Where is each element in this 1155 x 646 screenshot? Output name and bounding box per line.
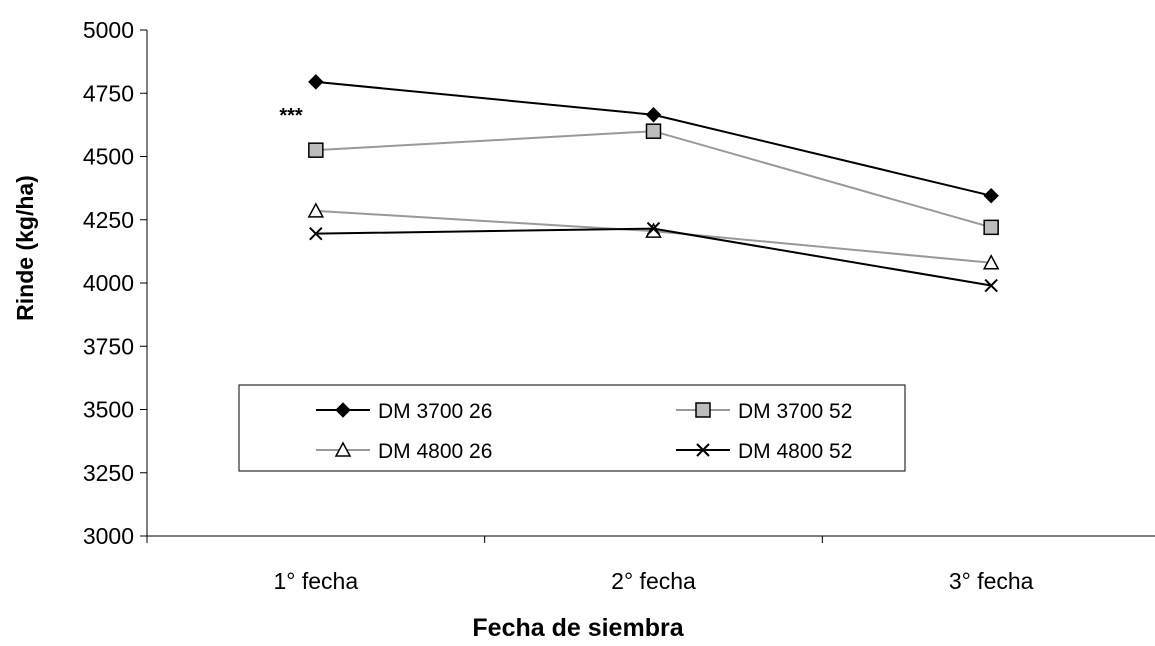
series-dm-3700-26 [308,74,999,204]
x-axis-title: Fecha de siembra [472,614,684,641]
data-point [982,254,1000,270]
data-point [307,202,325,218]
data-point [309,226,323,241]
y-tick-label: 3750 [83,333,134,359]
data-point [308,142,324,158]
series-line [315,130,992,229]
series-dm-4800-52 [309,221,998,293]
legend-entry: DM 3700 26 [316,400,492,423]
y-tick-label: 5000 [83,17,134,43]
marker-stroke [984,278,998,293]
marker-stroke [696,443,710,457]
legend-marker [335,402,351,418]
legend-marker [695,402,711,418]
data-point [645,222,662,238]
legend-marker [334,441,352,457]
y-tick-label: 3500 [83,397,134,423]
series-layer [307,74,1000,293]
data-point [308,74,324,90]
legend-entry: DM 4800 26 [316,440,492,463]
legend-label: DM 4800 26 [378,440,492,463]
marker-stroke [646,221,661,236]
y-tick-label: 4750 [83,80,134,106]
significance-annotation: *** [279,105,303,127]
legend-label: DM 4800 52 [738,440,852,463]
y-axis: 3000 3250 3500 3750 4000 4250 4500 4750 5000 [83,17,148,549]
x-tick-label: 1° fecha [274,568,359,594]
legend-label: DM 3700 52 [738,400,852,423]
data-point [983,188,999,204]
series-dm-4800-26 [307,202,1000,270]
legend-label: DM 3700 26 [378,400,492,423]
legend-entry: DM 3700 52 [676,400,852,423]
y-tick-label: 3250 [83,460,134,486]
legend-marker [696,443,710,457]
legend: DM 3700 26 DM 3700 52 DM 4800 26 DM 4800 52 [238,384,906,472]
data-point [983,219,999,236]
data-point [646,221,661,236]
data-point [645,123,662,139]
y-axis-title: Rinde (kg/ha) [12,175,38,321]
y-tick-label: 4250 [83,207,134,233]
x-tick-label: 3° fecha [949,568,1034,594]
data-point [984,278,998,293]
data-point [645,107,662,123]
x-tick-label: 2° fecha [611,568,696,594]
y-tick-label: 4000 [83,270,134,296]
series-dm-3700-52 [308,123,999,236]
y-tick-label: 3000 [83,523,134,549]
legend-entry: DM 4800 52 [676,440,852,463]
y-tick-label: 4500 [83,144,134,170]
marker-stroke [309,226,323,241]
x-axis: 1° fecha 2° fecha 3° fecha [146,535,1155,594]
